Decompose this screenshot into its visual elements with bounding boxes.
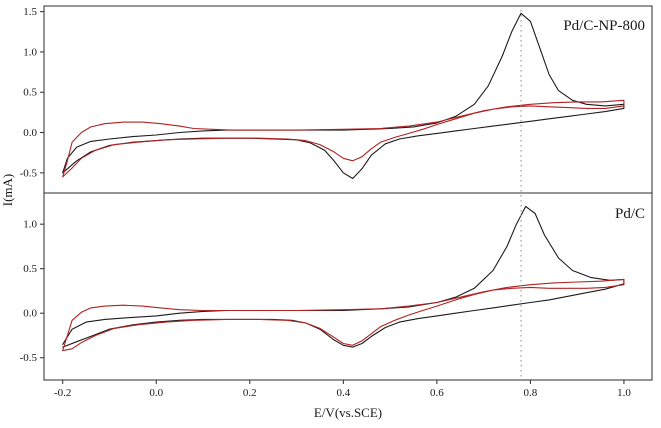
y-tick-label: 0.5: [23, 263, 37, 275]
x-tick-label: 0.8: [524, 387, 538, 399]
y-tick-label: -0.5: [20, 352, 38, 364]
x-tick-label: 0.0: [149, 387, 163, 399]
y-tick-label: 1.0: [23, 46, 37, 58]
series-black-cv-loop: [62, 205, 625, 348]
y-tick-label: 0.0: [23, 127, 37, 139]
panel-label-top: Pd/C-NP-800: [563, 18, 645, 34]
panel-frame: [43, 192, 653, 381]
y-tick-label: 1.0: [23, 219, 37, 231]
y-tick-label: 0.5: [23, 87, 37, 99]
series-black-cv-loop: [62, 12, 625, 180]
x-axis-label: E/V(vs.SCE): [314, 405, 382, 420]
y-tick-label: 1.5: [23, 6, 37, 18]
series-red-cv-loop: [62, 278, 625, 352]
x-tick-label: -0.2: [54, 387, 71, 399]
panel-frame: [43, 5, 653, 194]
panel-label-bottom: Pd/C: [615, 206, 645, 222]
x-tick-label: 0.6: [430, 387, 444, 399]
chart-layers: -0.5 0.0 0.5 1.0 1.5 -0.5 0.0 0.5 1.0 -0.2 0.0 0.2 0…: [20, 5, 653, 399]
x-tick-label: 0.4: [336, 387, 350, 399]
y-axis-label: I(mA): [0, 174, 15, 207]
x-tick-label: 1.0: [617, 387, 631, 399]
y-tick-label: 0.0: [23, 308, 37, 320]
series-red-cv-loop: [62, 99, 625, 178]
x-tick-label: 0.2: [243, 387, 257, 399]
y-tick-label: -0.5: [20, 167, 38, 179]
